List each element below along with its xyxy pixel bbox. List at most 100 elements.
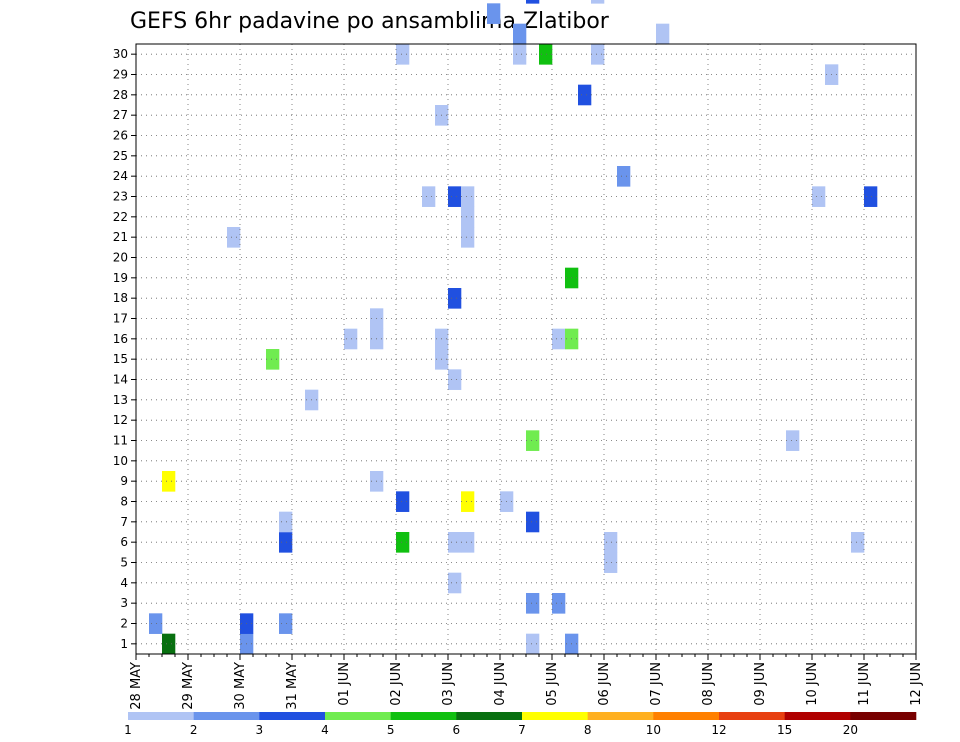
heatmap-cell (461, 227, 475, 248)
heatmap-cell (526, 633, 540, 655)
y-tick-label: 20 (113, 251, 128, 265)
legend-swatch (259, 712, 326, 720)
legend-label: 5 (387, 723, 395, 737)
y-tick-label: 9 (120, 474, 128, 488)
y-tick-label: 29 (113, 68, 128, 82)
legend-swatch (456, 712, 523, 720)
heatmap-cell (279, 511, 293, 533)
legend-swatch (193, 712, 260, 720)
legend-swatch (325, 712, 391, 720)
legend-swatch (522, 712, 588, 720)
x-tick-label: 30 MAY (233, 662, 248, 710)
y-axis-ticks: 1234567891011121314151617181920212223242… (113, 47, 136, 651)
heatmap-cell (344, 328, 358, 350)
x-tick-label: 31 MAY (285, 662, 300, 710)
y-tick-label: 1 (120, 637, 128, 651)
y-tick-label: 16 (113, 332, 128, 346)
heatmap-cell (162, 471, 176, 492)
gridlines (135, 44, 917, 654)
x-tick-label: 01 JUN (337, 662, 352, 706)
heatmap-cell (851, 532, 865, 553)
heatmap-cell (461, 206, 475, 228)
heatmap-cell (448, 288, 462, 309)
heatmap-cell (396, 532, 410, 553)
x-axis-ticks: 28 MAY 29 MAY 30 MAY 31 MAY 01 JUN 02 JUN 03 J… (129, 654, 924, 710)
y-tick-label: 22 (113, 210, 128, 224)
legend-label: 1 (124, 723, 132, 737)
heatmap-cell (591, 44, 605, 65)
heatmap-cell (279, 613, 293, 634)
y-tick-label: 28 (113, 88, 128, 102)
heatmap-cell (578, 84, 592, 106)
legend-label: 20 (843, 723, 858, 737)
heatmap-cell (266, 349, 280, 370)
y-tick-label: 6 (120, 535, 128, 549)
legend-label: 6 (453, 723, 461, 737)
heatmap-cell (448, 186, 462, 207)
y-tick-label: 25 (113, 149, 128, 163)
legend-swatch (653, 712, 720, 720)
legend-swatch (390, 712, 457, 720)
heatmap-cell (591, 0, 605, 4)
y-tick-label: 26 (113, 129, 128, 143)
legend-label: 10 (646, 723, 661, 737)
y-tick-label: 11 (113, 434, 128, 448)
x-tick-label: 06 JUN (597, 662, 612, 706)
legend-swatch (128, 712, 194, 720)
x-tick-label: 29 MAY (181, 662, 196, 710)
x-tick-label: 05 JUN (545, 662, 560, 706)
y-tick-label: 12 (113, 413, 128, 427)
heatmap-cell (604, 552, 618, 573)
legend-swatch (784, 712, 851, 720)
y-tick-label: 10 (113, 454, 128, 468)
heatmap-cell (227, 227, 241, 248)
heatmap-cell (279, 532, 293, 553)
legend-swatch (719, 712, 785, 720)
heatmap-cell (461, 491, 475, 512)
y-tick-label: 21 (113, 230, 128, 244)
heatmap-cell (526, 593, 540, 614)
x-tick-label: 04 JUN (493, 662, 508, 706)
heatmap-cell (864, 186, 878, 207)
legend-label: 7 (518, 723, 526, 737)
y-tick-label: 15 (113, 352, 128, 366)
heatmap-cell (396, 491, 410, 512)
y-tick-label: 18 (113, 291, 128, 305)
heatmap-cell (552, 593, 566, 614)
x-tick-label: 11 JUN (857, 662, 872, 706)
heatmap-cell (448, 369, 462, 390)
heatmap-cell (162, 633, 176, 655)
heatmap-cell (513, 23, 527, 45)
heatmap-cell (149, 613, 163, 634)
heatmap-cell (448, 572, 462, 594)
heatmap-cell (812, 186, 826, 207)
heatmap-cell (526, 430, 540, 451)
y-tick-label: 27 (113, 108, 128, 122)
x-tick-label: 02 JUN (389, 662, 404, 706)
x-tick-label: 10 JUN (805, 662, 820, 706)
heatmap-cell (422, 186, 436, 207)
heatmap-cell (513, 44, 527, 65)
legend-swatch (850, 712, 917, 720)
y-tick-label: 14 (113, 373, 128, 387)
y-tick-label: 17 (113, 312, 128, 326)
legend-label: 3 (256, 723, 264, 737)
heatmap-cell (656, 23, 670, 45)
x-tick-label: 09 JUN (753, 662, 768, 706)
y-tick-label: 24 (113, 169, 128, 183)
y-tick-label: 3 (120, 596, 128, 610)
heatmap-cells (149, 0, 878, 655)
y-tick-label: 4 (120, 576, 128, 590)
heatmap-cell (487, 3, 501, 24)
legend-label: 8 (584, 723, 592, 737)
heatmap-cell (461, 186, 475, 207)
heatmap-cell (526, 0, 540, 4)
heatmap-cell (448, 532, 462, 553)
heatmap-cell (786, 430, 800, 451)
heatmap-cell (526, 511, 540, 533)
y-tick-label: 19 (113, 271, 128, 285)
x-tick-label: 08 JUN (701, 662, 716, 706)
heatmap-cell (552, 328, 566, 350)
legend-label: 12 (711, 723, 726, 737)
heatmap-cell (604, 532, 618, 553)
